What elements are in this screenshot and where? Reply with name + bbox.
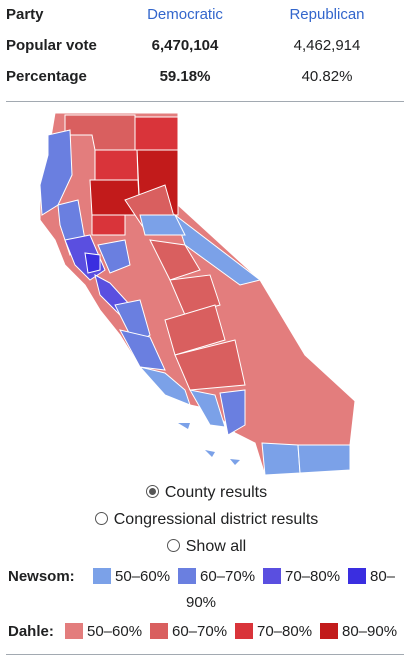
rep-percentage: 40.82% [301, 68, 353, 85]
percentage-row: Percentage 59.18% 40.82% [0, 62, 413, 92]
legend-swatch [93, 568, 111, 584]
district-results-option[interactable]: Congressional district results [0, 511, 413, 535]
county-results-option[interactable]: County results [0, 484, 413, 508]
divider [6, 101, 404, 102]
legend-range-label: 80– [370, 568, 396, 585]
legend-swatch [320, 623, 338, 639]
legend-range-label: 80–90% [342, 623, 398, 640]
county-results-map [0, 105, 413, 480]
radio-checked-icon[interactable] [145, 485, 159, 498]
bottom-divider [6, 654, 404, 655]
legend-range-label: 70–80% [257, 623, 313, 640]
show-all-label: Show all [185, 538, 247, 555]
party-label: Party [6, 6, 44, 23]
legend-range-label: 60–70% [172, 623, 228, 640]
district-results-label: Congressional district results [113, 511, 319, 528]
popular-vote-label: Popular vote [6, 37, 97, 54]
dem-votes: 6,470,104 [151, 37, 219, 54]
legend-swatch [65, 623, 83, 639]
legend-swatch [178, 568, 196, 584]
dahle-legend-label: Dahle: [8, 623, 54, 640]
legend-swatch [348, 568, 366, 584]
party-row: Party Democratic Republican [0, 0, 413, 30]
legend-range-label: 50–60% [87, 623, 143, 640]
legend-swatch [235, 623, 253, 639]
show-all-option[interactable]: Show all [0, 538, 413, 562]
rep-votes: 4,462,914 [293, 37, 361, 54]
radio-icon[interactable] [166, 539, 180, 552]
percentage-label: Percentage [6, 68, 87, 85]
dem-percentage: 59.18% [159, 68, 211, 85]
radio-icon[interactable] [94, 512, 108, 525]
legend-swatch [263, 568, 281, 584]
newsom-legend-label: Newsom: [8, 568, 75, 585]
popular-vote-row: Popular vote 6,470,104 4,462,914 [0, 31, 413, 61]
legend-range-label: 90% [186, 594, 217, 611]
republican-link[interactable]: Republican [289, 6, 365, 23]
county-results-label: County results [164, 484, 268, 501]
democratic-link[interactable]: Democratic [147, 6, 223, 23]
legend-range-label: 50–60% [115, 568, 171, 585]
legend-range-label: 60–70% [200, 568, 256, 585]
legend-range-label: 70–80% [285, 568, 341, 585]
legend-swatch [150, 623, 168, 639]
california-map-icon [39, 112, 356, 476]
